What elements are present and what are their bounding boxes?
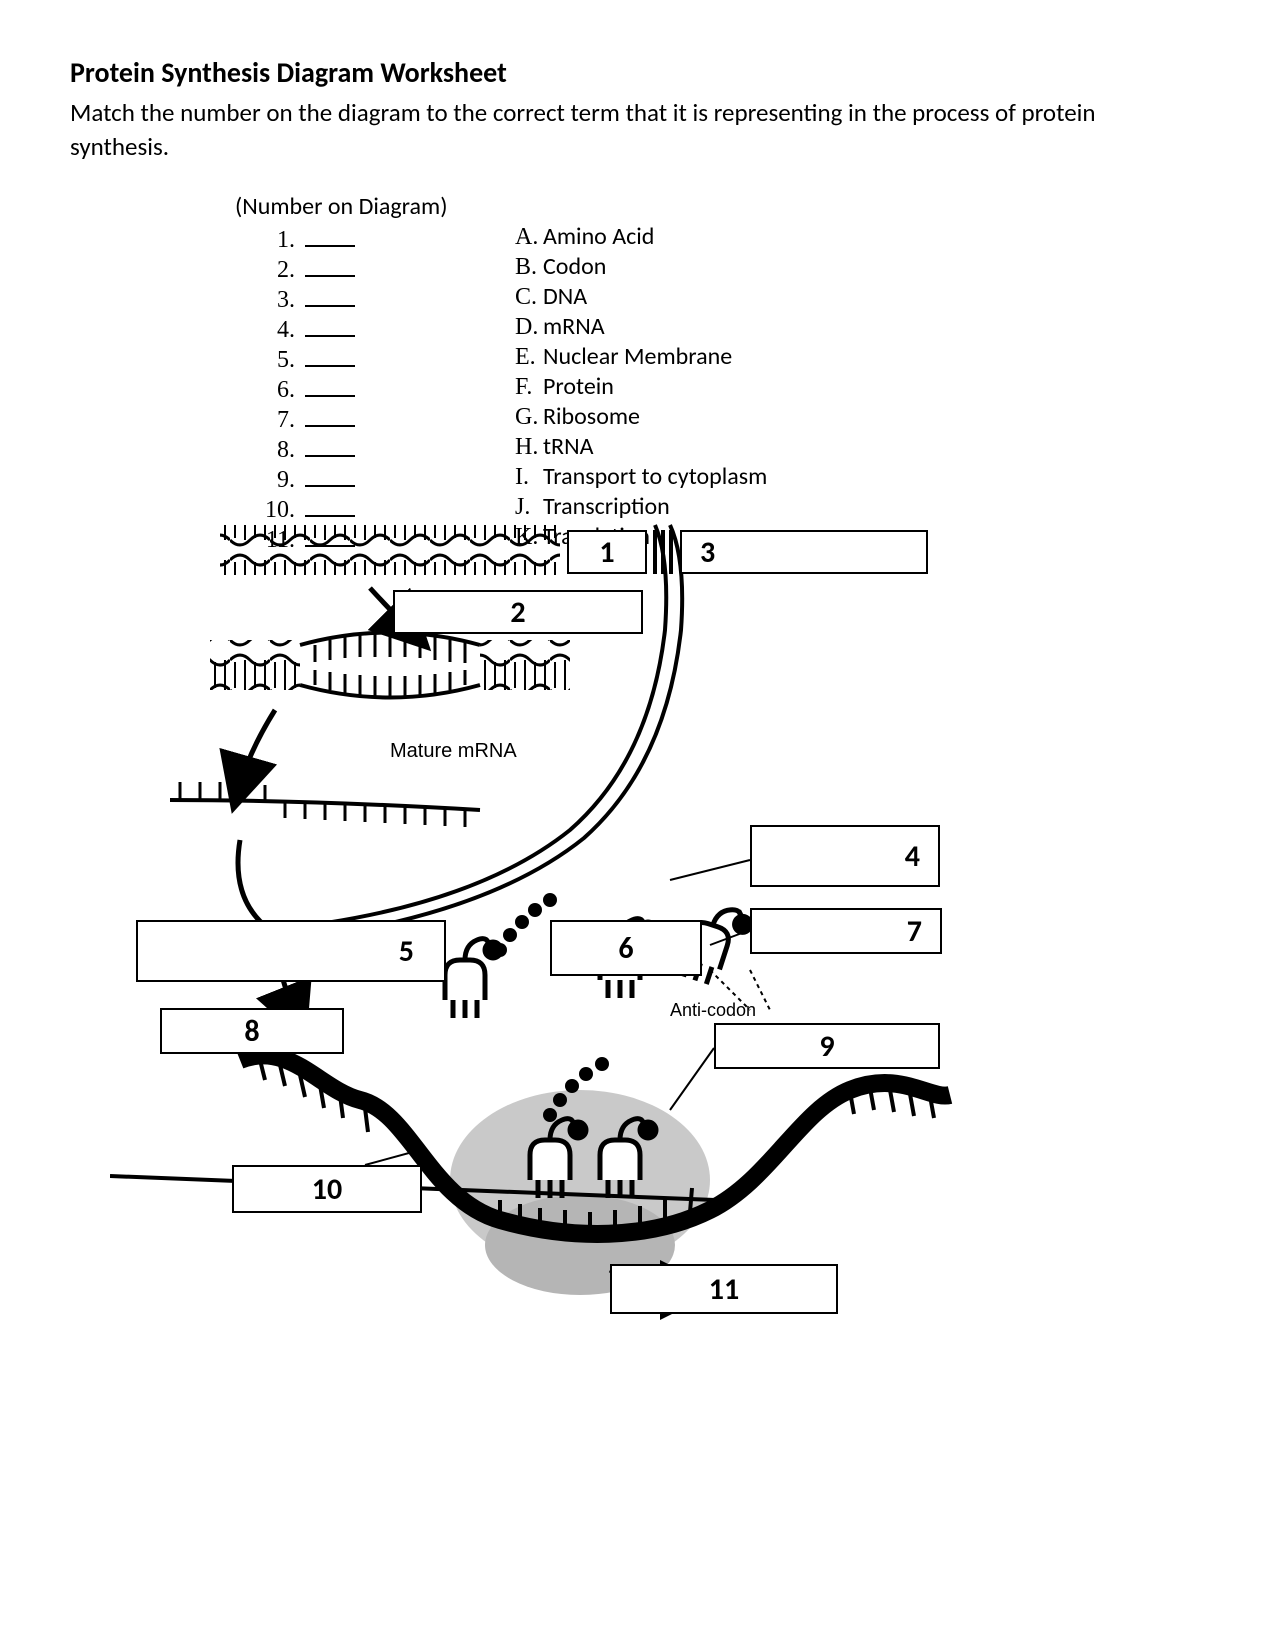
- diagram-label-7: 7: [750, 908, 942, 954]
- diagram-label-4: 4: [750, 825, 940, 887]
- mature-mrna-label: Mature mRNA: [390, 740, 517, 763]
- number-item: 8.: [263, 435, 515, 465]
- instructions-text: Match the number on the diagram to the c…: [70, 96, 1120, 164]
- term-item: C.DNA: [515, 282, 767, 312]
- term-item: H.tRNA: [515, 432, 767, 462]
- dna-helix-top: [220, 525, 560, 575]
- term-item: B.Codon: [515, 252, 767, 282]
- number-column-header: (Number on Diagram): [235, 192, 515, 221]
- diagram-label-5: 5: [136, 920, 446, 982]
- blank-line[interactable]: [305, 395, 355, 397]
- number-item: 4.: [263, 315, 515, 345]
- blank-line[interactable]: [305, 335, 355, 337]
- blank-line[interactable]: [305, 485, 355, 487]
- worksheet-title: Protein Synthesis Diagram Worksheet: [70, 55, 1205, 90]
- number-item: 9.: [263, 465, 515, 495]
- blank-line[interactable]: [305, 455, 355, 457]
- mature-mrna-strand: [170, 782, 480, 827]
- diagram-label-8: 8: [160, 1008, 344, 1054]
- protein-synthesis-diagram: Mature mRNA Anti-codon 1234567891011: [110, 500, 1110, 1550]
- blank-line[interactable]: [305, 425, 355, 427]
- number-item: 3.: [263, 285, 515, 315]
- term-item: A.Amino Acid: [515, 222, 767, 252]
- term-item: F.Protein: [515, 372, 767, 402]
- number-item: 2.: [263, 255, 515, 285]
- diagram-label-9: 9: [714, 1023, 940, 1069]
- number-item: 5.: [263, 345, 515, 375]
- blank-line[interactable]: [305, 245, 355, 247]
- blank-line[interactable]: [305, 365, 355, 367]
- number-item: 1.: [263, 225, 515, 255]
- term-item: E.Nuclear Membrane: [515, 342, 767, 372]
- diagram-label-2: 2: [393, 590, 643, 634]
- term-item: D.mRNA: [515, 312, 767, 342]
- blank-line[interactable]: [305, 305, 355, 307]
- anticodon-label: Anti-codon: [670, 1000, 756, 1021]
- diagram-label-11: 11: [610, 1264, 838, 1314]
- diagram-label-6: 6: [550, 920, 702, 976]
- blank-line[interactable]: [305, 275, 355, 277]
- term-item: I.Transport to cytoplasm: [515, 462, 767, 492]
- diagram-label-10: 10: [232, 1165, 422, 1213]
- term-item: G.Ribosome: [515, 402, 767, 432]
- diagram-label-3: 3: [680, 530, 928, 574]
- number-item: 7.: [263, 405, 515, 435]
- number-item: 6.: [263, 375, 515, 405]
- diagram-label-1: 1: [567, 530, 647, 574]
- transcription-bubble: [210, 633, 570, 698]
